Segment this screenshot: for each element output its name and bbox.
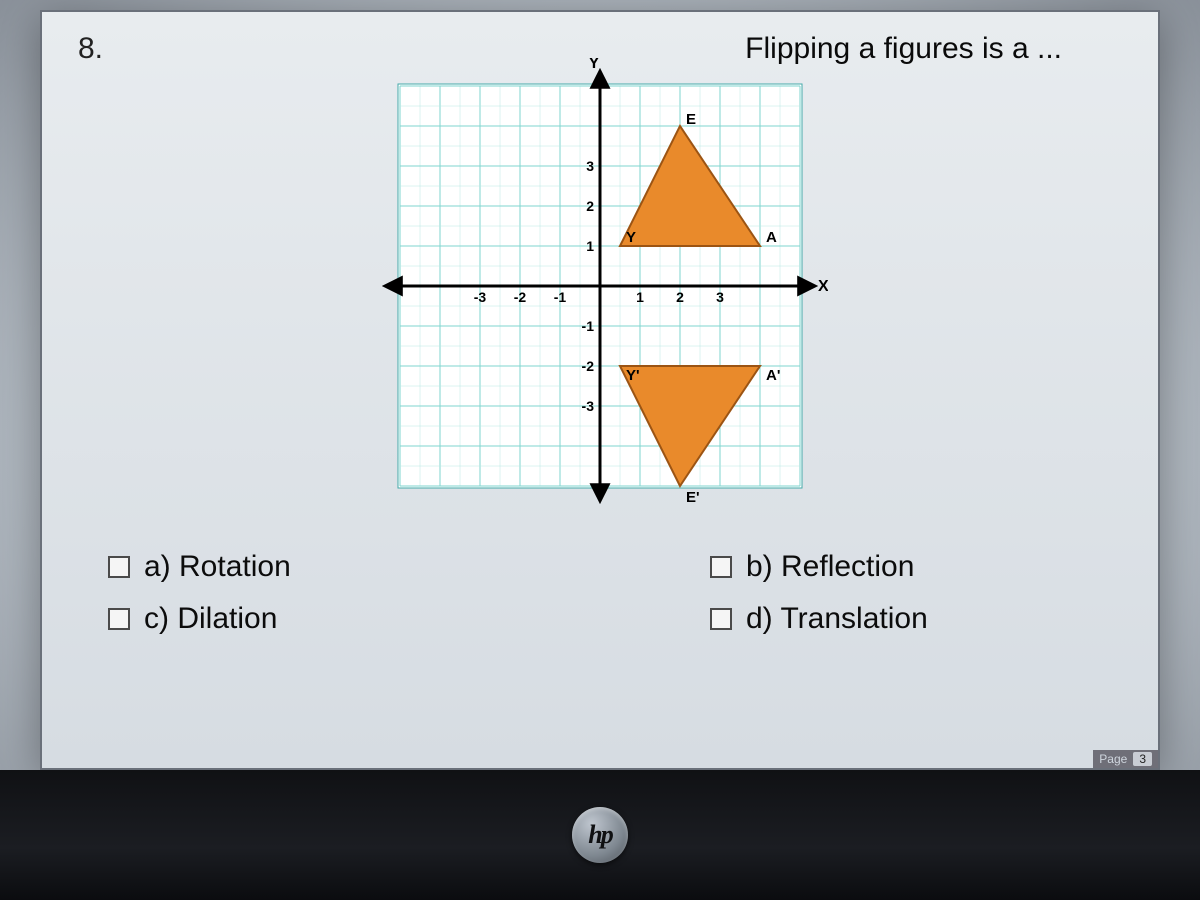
svg-text:1: 1 bbox=[636, 289, 644, 305]
answer-b-label: b) Reflection bbox=[746, 550, 914, 584]
laptop-bezel: hp bbox=[0, 770, 1200, 900]
question-number: 8. bbox=[78, 32, 138, 66]
answer-d[interactable]: d) Translation bbox=[710, 602, 1092, 636]
answer-c-label: c) Dilation bbox=[144, 602, 277, 636]
svg-text:-3: -3 bbox=[474, 289, 487, 305]
svg-text:-1: -1 bbox=[582, 318, 595, 334]
hp-logo-text: hp bbox=[588, 820, 611, 850]
svg-text:-2: -2 bbox=[514, 289, 527, 305]
svg-text:1: 1 bbox=[586, 238, 594, 254]
svg-text:A': A' bbox=[766, 367, 780, 384]
svg-text:A: A bbox=[766, 229, 777, 246]
answer-d-label: d) Translation bbox=[746, 602, 928, 636]
svg-text:-2: -2 bbox=[582, 358, 595, 374]
svg-text:-3: -3 bbox=[582, 398, 595, 414]
checkbox-icon bbox=[710, 608, 732, 630]
svg-text:-1: -1 bbox=[554, 289, 567, 305]
svg-text:3: 3 bbox=[716, 289, 724, 305]
reflection-diagram: X Y -3 -2 -1 1 2 3 3 2 1 -1 -2 -3 Y E A Y' E' A' bbox=[372, 58, 828, 514]
answer-b[interactable]: b) Reflection bbox=[710, 550, 1092, 584]
answers-grid: a) Rotation b) Reflection c) Dilation d)… bbox=[108, 550, 1092, 636]
checkbox-icon bbox=[108, 608, 130, 630]
hp-logo-icon: hp bbox=[572, 807, 628, 863]
answer-a-label: a) Rotation bbox=[144, 550, 291, 584]
svg-text:X: X bbox=[818, 278, 828, 295]
svg-text:Y: Y bbox=[626, 229, 636, 246]
diagram-container: X Y -3 -2 -1 1 2 3 3 2 1 -1 -2 -3 Y E A Y' E' A' bbox=[78, 58, 1122, 514]
page-number: 3 bbox=[1133, 752, 1152, 766]
quiz-screen: 8. Flipping a figures is a ... XY-3-2-11… bbox=[40, 10, 1160, 770]
answer-a[interactable]: a) Rotation bbox=[108, 550, 490, 584]
svg-text:3: 3 bbox=[586, 158, 594, 174]
page-badge: Page 3 bbox=[1093, 750, 1158, 768]
svg-text:E': E' bbox=[686, 489, 700, 506]
svg-text:2: 2 bbox=[676, 289, 684, 305]
checkbox-icon bbox=[108, 556, 130, 578]
svg-text:2: 2 bbox=[586, 198, 594, 214]
answer-c[interactable]: c) Dilation bbox=[108, 602, 490, 636]
svg-text:E: E bbox=[686, 111, 696, 128]
svg-text:Y': Y' bbox=[626, 367, 640, 384]
svg-text:Y: Y bbox=[589, 58, 600, 72]
page-label: Page bbox=[1099, 752, 1127, 766]
checkbox-icon bbox=[710, 556, 732, 578]
